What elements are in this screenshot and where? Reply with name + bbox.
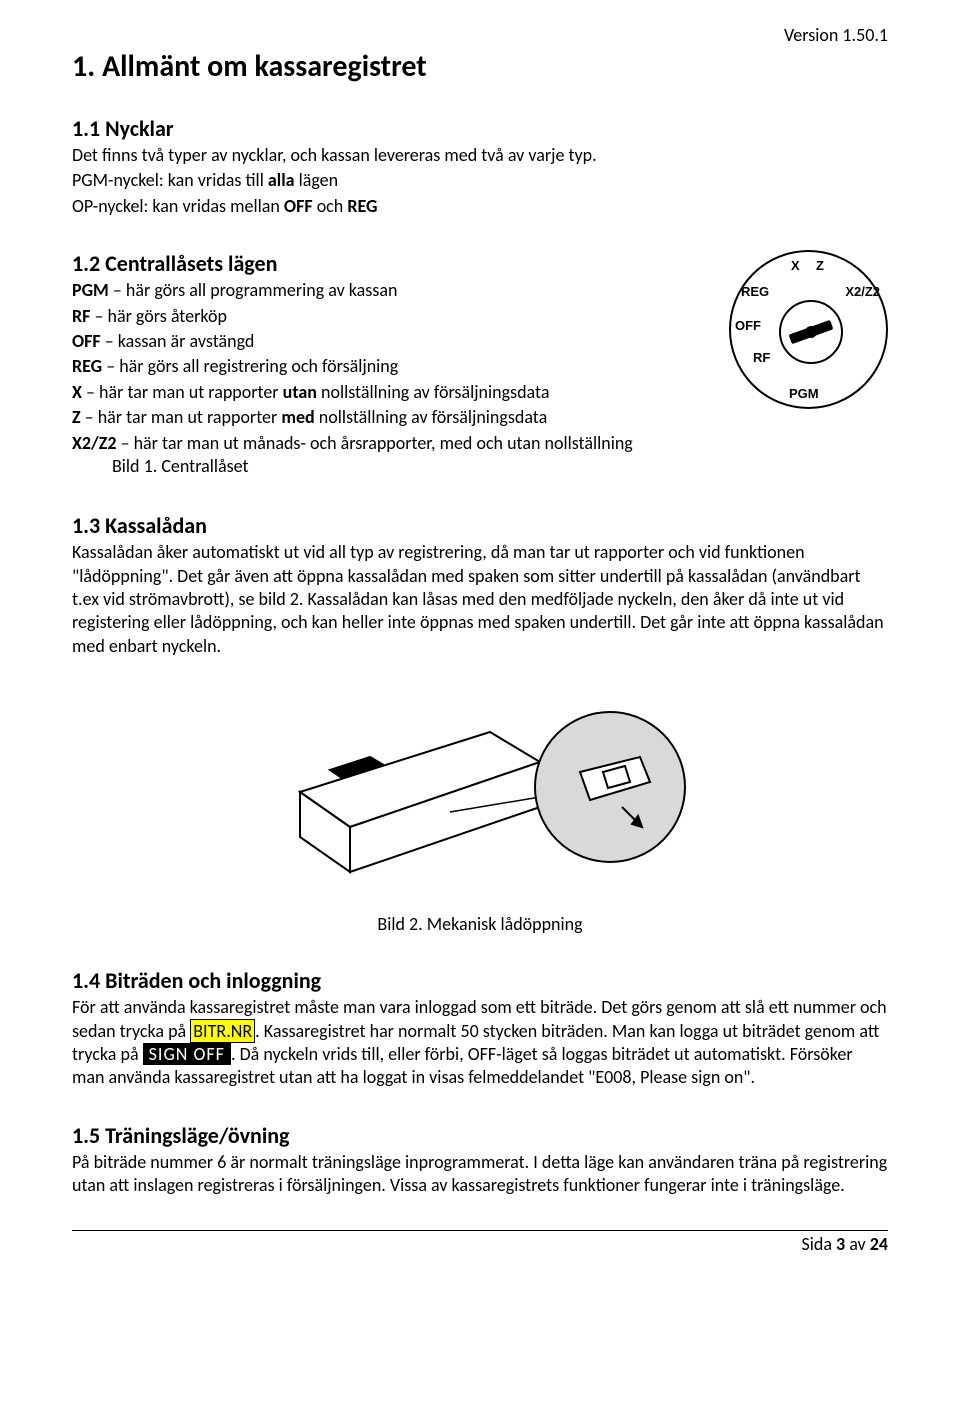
- text-run: – här görs all registrering och försäljn…: [102, 355, 398, 377]
- body-text: Det finns två typer av nycklar, och kass…: [72, 144, 888, 167]
- footer-page-total: 24: [870, 1233, 888, 1255]
- text-run-bold: X2/Z2: [72, 432, 117, 454]
- heading-1: 1. Allmänt om kassaregistret: [72, 48, 888, 85]
- section-1-4: 1.4 Biträden och inloggning För att anvä…: [72, 967, 888, 1090]
- footer-page-current: 3: [836, 1233, 845, 1255]
- text-run-bold: med: [281, 406, 314, 428]
- dial-knob-icon: [779, 300, 843, 364]
- heading-1-5: 1.5 Träningsläge/övning: [72, 1122, 888, 1149]
- text-run: nollställning av försäljningsdata: [315, 406, 548, 428]
- text-run-bold: Z: [72, 406, 81, 428]
- text-run: och: [313, 195, 348, 217]
- document-page: Version 1.50.1 1. Allmänt om kassaregist…: [0, 0, 960, 1401]
- list-item: REG – här görs all registrering och förs…: [72, 355, 698, 378]
- key-label-black: SIGN OFF: [143, 1043, 231, 1065]
- list-item: OFF – kassan är avstängd: [72, 330, 698, 353]
- text-run-bold: PGM: [72, 279, 109, 301]
- heading-1-2: 1.2 Centrallåsets lägen: [72, 250, 698, 277]
- figure-drawer: Bild 2. Mekanisk lådöppning: [72, 672, 888, 935]
- list-item: PGM – här görs all programmering av kass…: [72, 279, 698, 302]
- dial-icon: X Z REG X2/Z2 OFF RF PGM: [729, 250, 888, 409]
- text-run: – här tar man ut månads- och årsrapporte…: [117, 432, 633, 454]
- footer-text: Sida: [801, 1233, 836, 1255]
- dial-label-x2z2: X2/Z2: [845, 284, 880, 299]
- text-run-bold: REG: [72, 355, 102, 377]
- dial-label-x: X: [791, 258, 800, 273]
- text-run: – här tar man ut rapporter: [82, 381, 283, 403]
- version-label: Version 1.50.1: [72, 24, 888, 46]
- dial-label-z: Z: [816, 258, 824, 273]
- figure-dial: X Z REG X2/Z2 OFF RF PGM: [718, 250, 888, 409]
- text-run: lägen: [295, 169, 339, 191]
- text-run-bold: OFF: [284, 195, 313, 217]
- list-item: X2/Z2 – här tar man ut månads- och årsra…: [72, 432, 698, 479]
- section-1-2: 1.2 Centrallåsets lägen PGM – här görs a…: [72, 250, 888, 480]
- list-item: RF – här görs återköp: [72, 305, 698, 328]
- page-footer: Sida 3 av 24: [72, 1230, 888, 1255]
- text-run: – här tar man ut rapporter: [81, 406, 282, 428]
- text-run: PGM-nyckel: kan vridas till: [72, 169, 268, 191]
- text-run: – kassan är avstängd: [101, 330, 255, 352]
- heading-1-1: 1.1 Nycklar: [72, 115, 888, 142]
- section-1-5: 1.5 Träningsläge/övning På biträde numme…: [72, 1122, 888, 1198]
- text-run: – här görs återköp: [90, 305, 227, 327]
- text-run-bold: alla: [268, 169, 295, 191]
- section-1-3: 1.3 Kassalådan Kassalådan åker automatis…: [72, 512, 888, 935]
- body-text: På biträde nummer 6 är normalt träningsl…: [72, 1151, 888, 1198]
- text-run-bold: REG: [347, 195, 377, 217]
- dial-label-reg: REG: [741, 284, 769, 299]
- heading-1-3: 1.3 Kassalådan: [72, 512, 888, 539]
- text-run-bold: RF: [72, 305, 90, 327]
- text-run: – här görs all programmering av kassan: [109, 279, 398, 301]
- body-text: För att använda kassaregistret måste man…: [72, 996, 888, 1090]
- text-run-bold: utan: [283, 381, 317, 403]
- dial-label-off: OFF: [735, 318, 761, 333]
- body-text: Kassalådan åker automatiskt ut vid all t…: [72, 541, 888, 658]
- text-run-bold: OFF: [72, 330, 101, 352]
- footer-text: av: [845, 1233, 870, 1255]
- text-run: nollställning av försäljningsdata: [317, 381, 550, 403]
- drawer-icon: [270, 672, 690, 902]
- key-label-yellow: BITR.NR: [190, 1019, 255, 1043]
- dial-label-rf: RF: [753, 350, 770, 365]
- figure-caption: Bild 1. Centrallåset: [112, 455, 249, 478]
- list-item: X – här tar man ut rapporter utan nollst…: [72, 381, 698, 404]
- heading-1-4: 1.4 Biträden och inloggning: [72, 967, 888, 994]
- dial-label-pgm: PGM: [789, 386, 819, 401]
- text-run-bold: X: [72, 381, 82, 403]
- text-run: OP-nyckel: kan vridas mellan: [72, 195, 284, 217]
- figure-caption: Bild 2. Mekanisk lådöppning: [270, 913, 690, 935]
- body-text: OP-nyckel: kan vridas mellan OFF och REG: [72, 195, 888, 218]
- body-text: PGM-nyckel: kan vridas till alla lägen: [72, 169, 888, 192]
- list-item: Z – här tar man ut rapporter med nollstä…: [72, 406, 698, 429]
- section-1-1: 1.1 Nycklar Det finns två typer av nyckl…: [72, 115, 888, 218]
